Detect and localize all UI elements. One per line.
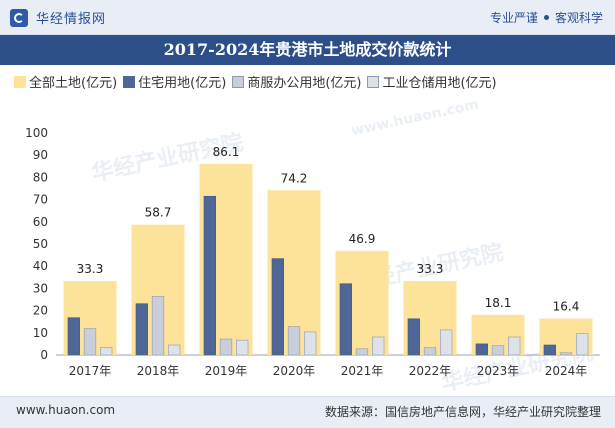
bullet-icon — [543, 15, 549, 20]
y-tick-label: 40 — [33, 259, 48, 273]
legend-label-commercial: 商服办公用地(亿元) — [247, 76, 362, 91]
y-tick-label: 60 — [33, 215, 48, 229]
data-label-total: 18.1 — [485, 296, 512, 310]
bar-industrial — [236, 339, 249, 356]
data-label-total: 58.7 — [145, 206, 172, 220]
legend-swatch-residential — [123, 75, 136, 88]
y-tick-label: 70 — [33, 193, 48, 207]
bar-industrial — [100, 347, 113, 356]
bar-residential — [67, 317, 80, 356]
bar-industrial — [304, 331, 317, 356]
bar-commercial — [219, 338, 233, 356]
tagline-left: 专业严谨 — [489, 11, 538, 25]
x-tick-label: 2022年 — [409, 364, 452, 378]
bar-residential — [271, 258, 284, 356]
y-tick-label: 0 — [40, 348, 48, 362]
bar-residential — [475, 343, 488, 356]
footer-url: www.huaon.com — [16, 403, 116, 417]
data-label-total: 74.2 — [281, 171, 308, 185]
x-tick-label: 2019年 — [205, 364, 248, 378]
x-tick-label: 2024年 — [545, 364, 588, 378]
legend-swatch-industrial — [367, 75, 380, 88]
x-tick-label: 2020年 — [273, 364, 316, 378]
bar-commercial — [355, 348, 369, 356]
chart-plot: 0 10 20 30 40 50 60 70 80 90 100 33.3 2017年 58.7 2018年… — [25, 126, 600, 378]
bar-residential — [407, 318, 420, 356]
y-tick-label: 20 — [33, 304, 48, 318]
data-label-total: 33.3 — [417, 262, 444, 276]
data-label-total: 33.3 — [77, 262, 104, 276]
top-bar: 华经情报网 专业严谨 客观科学 — [0, 0, 615, 35]
legend-item-commercial: 商服办公用地(亿元) — [232, 72, 361, 91]
bar-commercial — [491, 345, 505, 356]
data-label-total: 46.9 — [349, 232, 376, 246]
footer-source: 数据来源：国信房地产信息网，华经产业研究院整理 — [324, 405, 601, 419]
bar-industrial — [440, 329, 453, 356]
legend-swatch-commercial — [232, 75, 245, 88]
data-label-total: 16.4 — [553, 300, 580, 314]
data-label-total: 86.1 — [213, 145, 240, 159]
tagline-right: 客观科学 — [554, 11, 603, 25]
bar-commercial — [559, 352, 573, 356]
bar-commercial — [83, 328, 97, 356]
x-tick-label: 2017年 — [69, 364, 112, 378]
bar-residential — [339, 283, 352, 356]
x-tick-label: 2021年 — [341, 364, 384, 378]
legend-item-industrial: 工业仓储用地(亿元) — [367, 72, 497, 91]
bar-industrial — [576, 333, 589, 356]
x-tick-label: 2018年 — [137, 364, 180, 378]
y-tick-label: 10 — [33, 326, 48, 340]
bar-commercial — [151, 296, 165, 356]
legend-label-total: 全部土地(亿元) — [29, 76, 118, 91]
bar-residential — [135, 303, 148, 356]
y-tick-label: 50 — [33, 237, 48, 251]
legend-item-residential: 住宅用地(亿元) — [123, 72, 226, 91]
x-tick-label: 2023年 — [477, 364, 520, 378]
footer-bar: www.huaon.com 数据来源：国信房地产信息网，华经产业研究院整理 — [0, 396, 615, 428]
legend: 全部土地(亿元) 住宅用地(亿元) 商服办公用地(亿元) 工业仓储用地(亿元) — [14, 72, 503, 91]
y-tick-label: 30 — [33, 281, 48, 295]
y-tick-label: 100 — [25, 126, 48, 140]
title-band: 2017-2024年贵港市土地成交价款统计 — [0, 35, 615, 65]
chart-title: 2017-2024年贵港市土地成交价款统计 — [163, 40, 452, 59]
y-tick-label: 80 — [33, 170, 48, 184]
legend-item-total: 全部土地(亿元) — [14, 72, 117, 91]
bar-industrial — [168, 344, 181, 356]
legend-swatch-total — [14, 75, 26, 88]
legend-label-residential: 住宅用地(亿元) — [138, 76, 227, 91]
legend-label-industrial: 工业仓储用地(亿元) — [382, 76, 497, 91]
bar-commercial — [287, 326, 301, 356]
brand: 华经情报网 — [10, 8, 106, 27]
bar-industrial — [372, 336, 385, 356]
bar-residential — [543, 344, 556, 356]
tagline: 专业严谨 客观科学 — [490, 9, 603, 26]
brand-name: 华经情报网 — [36, 12, 107, 27]
y-tick-label: 90 — [33, 148, 48, 162]
bar-industrial — [508, 336, 521, 356]
bar-residential — [203, 195, 216, 356]
logo-icon — [10, 8, 28, 27]
bar-commercial — [423, 347, 437, 356]
